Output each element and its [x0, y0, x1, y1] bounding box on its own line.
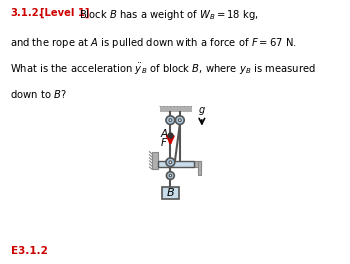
Circle shape [175, 116, 184, 124]
Text: [Level 1]: [Level 1] [40, 8, 90, 18]
Text: F: F [161, 138, 167, 148]
Circle shape [178, 119, 181, 121]
Bar [194, 161, 201, 167]
Text: 3.1.2.: 3.1.2. [10, 8, 43, 18]
Text: g: g [199, 105, 205, 115]
Text: down to $B$?: down to $B$? [10, 88, 67, 100]
Text: E3.1.2: E3.1.2 [10, 246, 47, 256]
Bar [158, 161, 194, 167]
Circle shape [166, 158, 175, 167]
Text: Block $B$ has a weight of $W_B = 18$ kg,: Block $B$ has a weight of $W_B = 18$ kg, [79, 8, 258, 22]
Text: and the rope at $A$ is pulled down with a force of $F = 67$ N.: and the rope at $A$ is pulled down with … [10, 36, 297, 50]
Text: B: B [167, 188, 174, 198]
Bar [160, 106, 192, 112]
Circle shape [169, 161, 172, 164]
Text: A: A [161, 129, 168, 139]
Circle shape [169, 174, 171, 177]
Bar [162, 187, 179, 199]
Bar [152, 152, 158, 169]
Text: What is the acceleration $\ddot{y}_B$ of block $B$, where $y_B$ is measured: What is the acceleration $\ddot{y}_B$ of… [10, 62, 316, 77]
Bar [198, 161, 201, 175]
Circle shape [169, 119, 172, 121]
Circle shape [166, 116, 175, 124]
Circle shape [167, 172, 174, 180]
